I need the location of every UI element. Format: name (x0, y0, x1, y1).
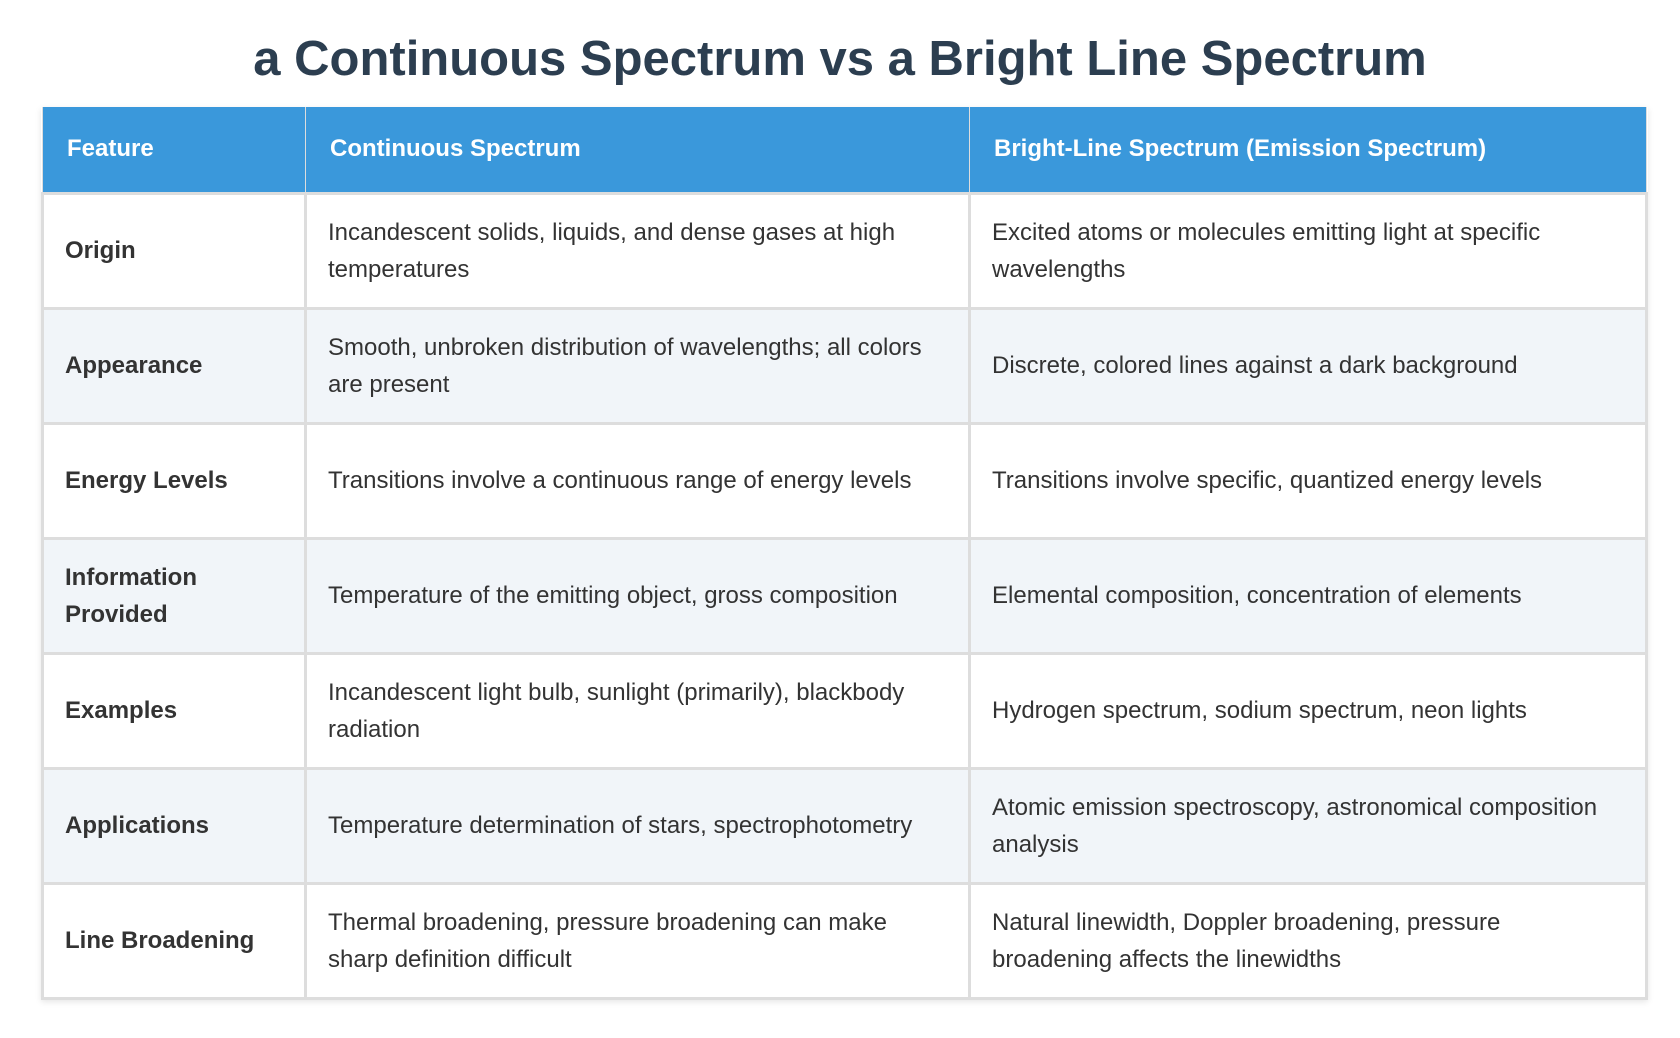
continuous-cell: Smooth, unbroken distribution of wavelen… (304, 306, 971, 425)
bright-line-cell: Discrete, colored lines against a dark b… (968, 306, 1648, 425)
table-row: Origin Incandescent solids, liquids, and… (41, 191, 1648, 310)
table-row: Examples Incandescent light bulb, sunlig… (41, 651, 1648, 770)
feature-cell: Origin (41, 191, 307, 310)
continuous-cell: Temperature determination of stars, spec… (304, 766, 971, 885)
feature-cell: Energy Levels (41, 421, 307, 540)
table-row: Applications Temperature determination o… (41, 766, 1648, 885)
comparison-table: Feature Continuous Spectrum Bright-Line … (41, 107, 1648, 1000)
bright-line-cell: Elemental composition, concentration of … (968, 536, 1648, 655)
feature-cell: Information Provided (41, 536, 307, 655)
header-feature: Feature (42, 107, 306, 194)
bright-line-cell: Transitions involve specific, quantized … (968, 421, 1648, 540)
bright-line-cell: Excited atoms or molecules emitting ligh… (968, 191, 1648, 310)
feature-cell: Line Broadening (41, 881, 307, 1000)
bright-line-cell: Hydrogen spectrum, sodium spectrum, neon… (968, 651, 1648, 770)
bright-line-cell: Natural linewidth, Doppler broadening, p… (968, 881, 1648, 1000)
continuous-cell: Incandescent light bulb, sunlight (prima… (304, 651, 971, 770)
feature-cell: Applications (41, 766, 307, 885)
feature-cell: Appearance (41, 306, 307, 425)
page-title: a Continuous Spectrum vs a Bright Line S… (253, 32, 1427, 86)
table-body: Origin Incandescent solids, liquids, and… (41, 191, 1648, 1000)
header-bright-line-spectrum: Bright-Line Spectrum (Emission Spectrum) (969, 107, 1647, 194)
bright-line-cell: Atomic emission spectroscopy, astronomic… (968, 766, 1648, 885)
continuous-cell: Temperature of the emitting object, gros… (304, 536, 971, 655)
continuous-cell: Incandescent solids, liquids, and dense … (304, 191, 971, 310)
header-continuous-spectrum: Continuous Spectrum (305, 107, 970, 194)
feature-cell: Examples (41, 651, 307, 770)
table-header: Feature Continuous Spectrum Bright-Line … (42, 107, 1647, 194)
table-row: Line Broadening Thermal broadening, pres… (41, 881, 1648, 1000)
table-row: Energy Levels Transitions involve a cont… (41, 421, 1648, 540)
continuous-cell: Transitions involve a continuous range o… (304, 421, 971, 540)
table-row: Appearance Smooth, unbroken distribution… (41, 306, 1648, 425)
header-row: Feature Continuous Spectrum Bright-Line … (42, 107, 1647, 194)
table-row: Information Provided Temperature of the … (41, 536, 1648, 655)
comparison-table-container: Feature Continuous Spectrum Bright-Line … (41, 107, 1648, 1000)
continuous-cell: Thermal broadening, pressure broadening … (304, 881, 971, 1000)
